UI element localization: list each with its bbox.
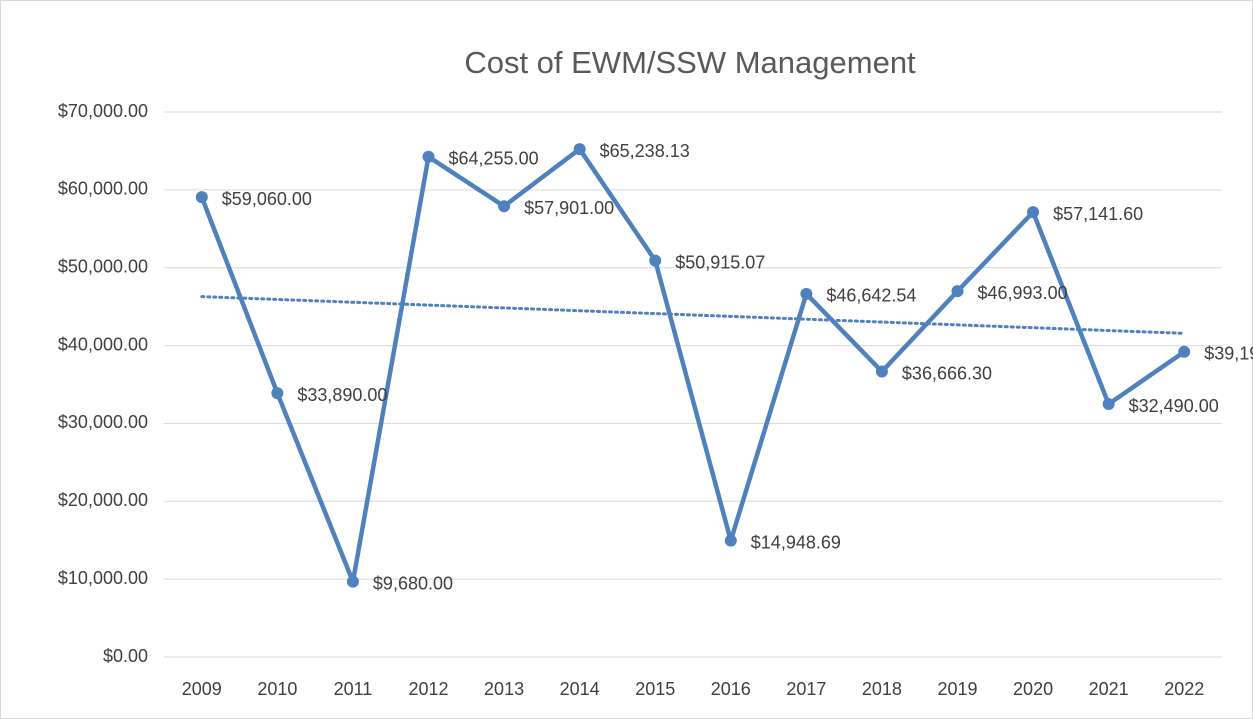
marker <box>498 200 511 213</box>
marker <box>1102 398 1115 411</box>
x-tick-label: 2022 <box>1164 679 1204 699</box>
y-tick-label: $0.00 <box>103 646 148 666</box>
x-tick-label: 2017 <box>786 679 826 699</box>
x-tick-label: 2016 <box>711 679 751 699</box>
y-tick-label: $60,000.00 <box>58 179 148 199</box>
marker <box>724 534 737 547</box>
data-label: $36,666.30 <box>902 363 992 383</box>
data-label: $64,255.00 <box>449 148 539 168</box>
x-tick-label: 2009 <box>182 679 222 699</box>
marker <box>271 387 284 400</box>
data-label: $46,993.00 <box>978 283 1068 303</box>
data-label: $59,060.00 <box>222 189 312 209</box>
data-label: $57,901.00 <box>524 198 614 218</box>
x-tick-label: 2019 <box>937 679 977 699</box>
marker <box>875 365 888 378</box>
x-tick-label: 2018 <box>862 679 902 699</box>
data-label: $57,141.60 <box>1053 204 1143 224</box>
x-tick-label: 2021 <box>1089 679 1129 699</box>
data-label: $9,680.00 <box>373 573 453 593</box>
data-label: $65,238.13 <box>600 141 690 161</box>
marker <box>649 254 662 267</box>
x-tick-label: 2011 <box>334 679 373 699</box>
marker <box>800 287 813 300</box>
y-tick-label: $50,000.00 <box>58 256 148 276</box>
y-tick-label: $20,000.00 <box>58 490 148 510</box>
data-label: $50,915.07 <box>675 252 765 272</box>
marker <box>1178 345 1191 358</box>
trendline <box>200 295 1186 335</box>
marker <box>951 285 964 298</box>
x-tick-label: 2010 <box>257 679 297 699</box>
data-label: $39,198.75 <box>1204 344 1253 364</box>
x-tick-label: 2015 <box>635 679 675 699</box>
x-tick-label: 2020 <box>1013 679 1053 699</box>
data-label: $33,890.00 <box>297 385 387 405</box>
data-label: $46,642.54 <box>826 286 916 306</box>
data-label: $14,948.69 <box>751 532 841 552</box>
y-tick-label: $40,000.00 <box>58 334 148 354</box>
marker <box>1027 206 1040 219</box>
x-tick-label: 2012 <box>408 679 448 699</box>
data-label: $32,490.00 <box>1129 396 1219 416</box>
marker <box>195 191 208 204</box>
marker <box>573 143 586 156</box>
y-tick-label: $30,000.00 <box>58 412 148 432</box>
x-tick-label: 2013 <box>484 679 524 699</box>
chart-title: Cost of EWM/SSW Management <box>464 45 916 80</box>
line <box>199 146 1186 584</box>
marker <box>346 575 359 588</box>
y-tick-label: $70,000.00 <box>58 101 148 121</box>
y-tick-label: $10,000.00 <box>58 568 148 588</box>
marker <box>422 150 435 163</box>
x-tick-label: 2014 <box>560 679 600 699</box>
